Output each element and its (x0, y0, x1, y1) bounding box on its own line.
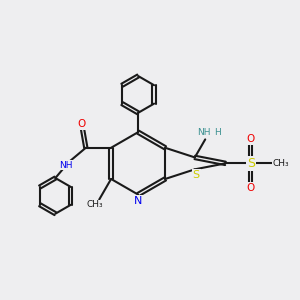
Text: NH: NH (197, 128, 211, 137)
Text: O: O (247, 134, 255, 144)
Text: O: O (77, 119, 85, 129)
Text: CH₃: CH₃ (86, 200, 103, 209)
Text: S: S (193, 170, 200, 180)
Text: NH: NH (59, 160, 73, 169)
Text: N: N (134, 196, 142, 206)
Text: O: O (247, 183, 255, 193)
Text: H: H (214, 128, 221, 137)
Text: CH₃: CH₃ (273, 159, 289, 168)
Text: S: S (247, 157, 255, 170)
